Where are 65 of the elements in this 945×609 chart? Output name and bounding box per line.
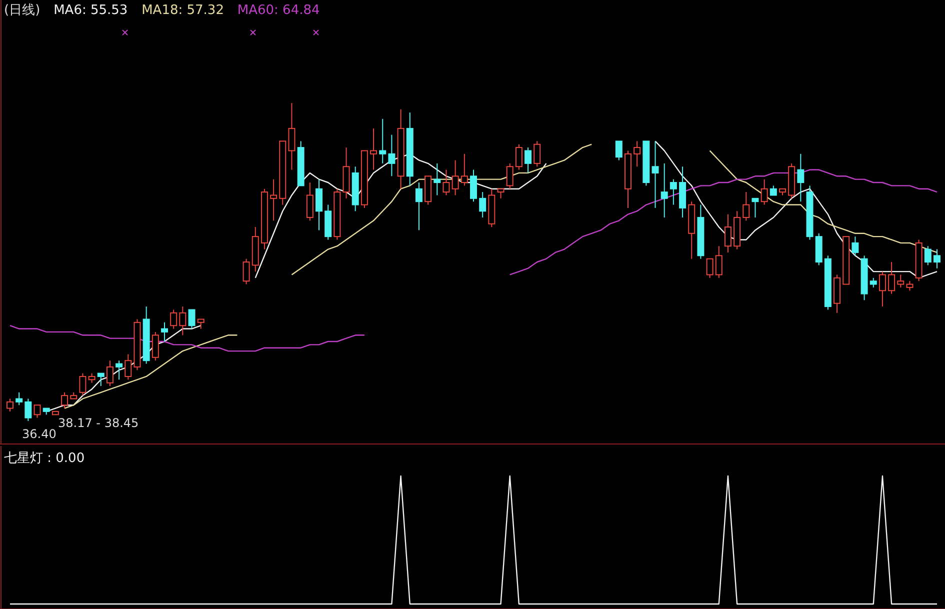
candlestick — [878, 271, 886, 308]
candlestick — [370, 128, 378, 170]
candlestick — [170, 309, 178, 330]
candlestick — [197, 318, 204, 330]
candlestick — [634, 140, 641, 168]
candlestick — [316, 178, 322, 231]
text: MA60: 64.84 — [237, 3, 320, 18]
candlestick — [16, 392, 23, 406]
candlestick — [88, 372, 96, 384]
candlestick — [106, 360, 114, 387]
text: 七星灯 : 0.00 — [4, 451, 85, 466]
candlestick — [460, 153, 468, 186]
candlestick — [270, 178, 278, 222]
candlestick — [924, 246, 932, 266]
candlestick — [242, 258, 250, 285]
candlestick — [706, 258, 714, 278]
candlestick — [497, 188, 504, 199]
candlestick — [670, 178, 677, 206]
candlestick — [515, 144, 522, 170]
candlestick — [524, 147, 532, 174]
candlestick — [906, 280, 914, 292]
candlestick — [760, 178, 768, 206]
candlestick — [534, 140, 541, 168]
candlestick — [934, 248, 940, 269]
candlestick — [61, 392, 68, 409]
candlestick — [34, 404, 41, 418]
candlestick — [770, 185, 777, 196]
candlestick — [479, 192, 486, 218]
candlestick — [152, 331, 159, 362]
candlestick — [379, 118, 386, 164]
candlestick — [506, 162, 514, 190]
candlestick — [724, 214, 732, 253]
candlestick — [188, 309, 196, 330]
candlestick — [6, 398, 14, 412]
text: 36.40 — [22, 427, 56, 441]
candlestick — [388, 134, 396, 177]
candlestick — [116, 360, 123, 380]
candlestick — [124, 354, 132, 380]
candlestick — [797, 153, 804, 202]
annotation: 38.17 - 38.45 — [58, 416, 139, 430]
candlestick — [306, 182, 314, 222]
candlestick — [288, 102, 296, 170]
candlestick — [470, 169, 477, 202]
candlestick — [434, 162, 441, 196]
candlestick — [24, 398, 32, 422]
candlestick — [415, 182, 422, 231]
candlestick — [752, 198, 759, 218]
candlestick — [179, 306, 186, 336]
text: MA18: 57.32 — [142, 3, 224, 18]
candlestick — [652, 140, 659, 208]
chart-title: (日线) — [4, 3, 40, 18]
candlestick — [452, 160, 459, 196]
candlestick — [870, 277, 877, 288]
candlestick — [79, 372, 86, 396]
candlestick — [742, 192, 750, 222]
candlestick — [852, 236, 859, 256]
candlestick — [615, 140, 622, 161]
candlestick — [715, 246, 722, 278]
candlestick — [888, 262, 896, 294]
candlestick — [97, 372, 104, 387]
candlestick — [897, 274, 904, 288]
text: MA6: 55.53 — [54, 3, 128, 18]
candlestick — [161, 322, 168, 342]
candlestick — [442, 169, 450, 196]
candlestick — [660, 162, 668, 218]
